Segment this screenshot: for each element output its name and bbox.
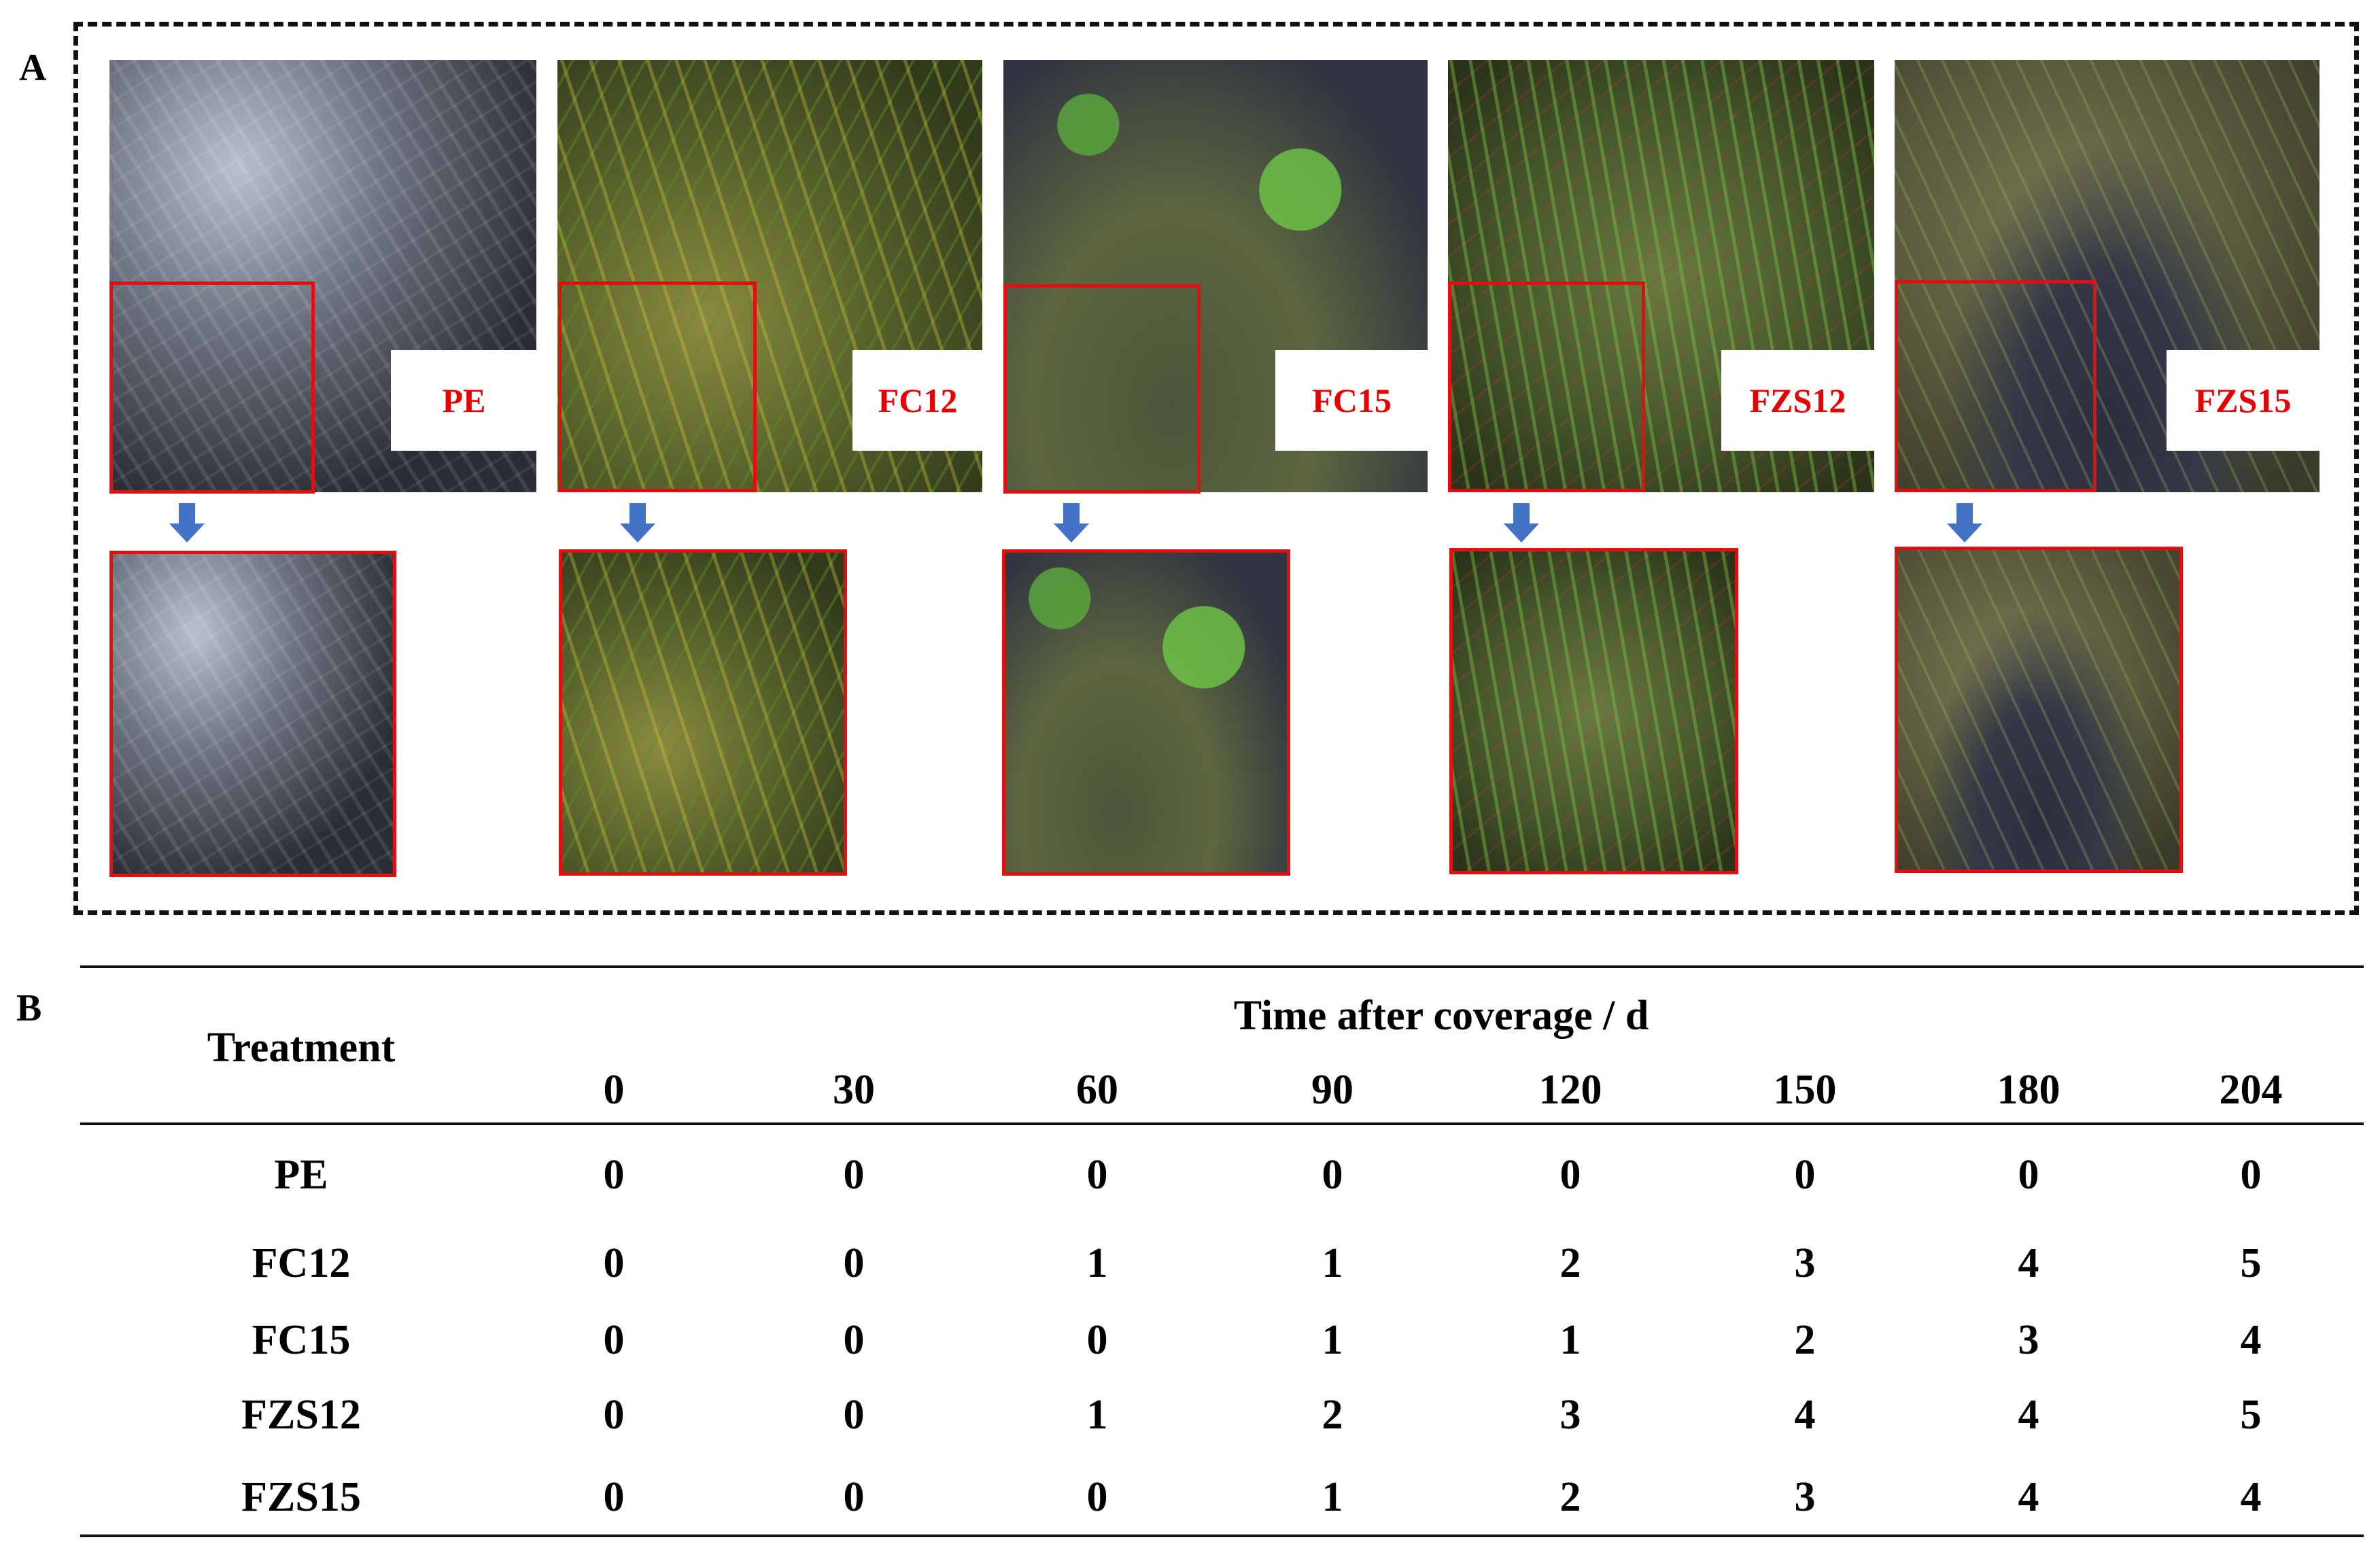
table-column-header: 60 xyxy=(1076,1067,1118,1113)
table-cell: 0 xyxy=(2240,1152,2262,1198)
table-column-header: 150 xyxy=(1773,1067,1837,1113)
table-cell: 3 xyxy=(1794,1474,1816,1520)
table-row-label: FZS12 xyxy=(241,1392,361,1438)
table-top-rule xyxy=(80,965,2364,968)
zoom-photo-fc12 xyxy=(559,549,847,876)
table-cell: 0 xyxy=(1794,1152,1816,1198)
table-cell: 1 xyxy=(1086,1240,1108,1286)
panel-label-a: A xyxy=(19,47,47,89)
table-row-label: FC15 xyxy=(252,1317,351,1363)
table-cell: 0 xyxy=(1086,1152,1108,1198)
photo-label-fc15: FC15 xyxy=(1275,350,1428,451)
arrow-down-icon xyxy=(620,503,655,543)
table-cell: 0 xyxy=(603,1152,625,1198)
zoom-box-fc15 xyxy=(1002,549,1290,876)
table-cell: 0 xyxy=(603,1474,625,1520)
table-cell: 0 xyxy=(603,1240,625,1286)
highlight-box-fzs15 xyxy=(1895,280,2097,492)
table-cell: 0 xyxy=(843,1240,865,1286)
table-column-header: 180 xyxy=(1997,1067,2060,1113)
table-cell: 0 xyxy=(603,1317,625,1363)
table-cell: 0 xyxy=(603,1392,625,1438)
table-cell: 3 xyxy=(1794,1240,1816,1286)
table-cell: 0 xyxy=(1086,1474,1108,1520)
table-cell: 2 xyxy=(1794,1317,1816,1363)
table-row-label: PE xyxy=(274,1152,328,1198)
photo-label-fc12: FC12 xyxy=(852,350,983,451)
table-row-label: FC12 xyxy=(252,1240,351,1286)
table-cell: 2 xyxy=(1559,1240,1581,1286)
table-cell: 0 xyxy=(843,1317,865,1363)
panel-a-dashed-frame xyxy=(73,22,2359,915)
table-cell: 2 xyxy=(1322,1392,1343,1438)
table-row-header: Treatment xyxy=(207,1025,396,1071)
table-cell: 1 xyxy=(1086,1392,1108,1438)
table-cell: 4 xyxy=(2018,1474,2039,1520)
table-cell: 5 xyxy=(2240,1392,2262,1438)
table-cell: 5 xyxy=(2240,1240,2262,1286)
photo-fc15 xyxy=(1003,60,1428,492)
arrow-down-icon xyxy=(1504,503,1539,543)
arrow-down-icon xyxy=(1054,503,1089,543)
table-cell: 3 xyxy=(1559,1392,1581,1438)
table-cell: 4 xyxy=(2240,1474,2262,1520)
photo-label-fzs15: FZS15 xyxy=(2167,350,2319,451)
table-cell: 1 xyxy=(1322,1474,1343,1520)
zoom-photo-fc15 xyxy=(1002,549,1290,876)
table-column-header: 0 xyxy=(603,1067,625,1113)
table-cell: 4 xyxy=(2018,1392,2039,1438)
panel-label-b: B xyxy=(16,987,42,1029)
zoom-box-fzs12 xyxy=(1449,548,1738,874)
table-cell: 2 xyxy=(1559,1474,1581,1520)
zoom-box-fc12 xyxy=(559,549,847,876)
table-column-header: 204 xyxy=(2219,1067,2283,1113)
table-cell: 0 xyxy=(843,1152,865,1198)
highlight-box-fzs12 xyxy=(1448,281,1645,492)
arrow-down-icon xyxy=(1947,503,1982,543)
highlight-box-pe xyxy=(109,281,315,494)
table-group-header: Time after coverage / d xyxy=(1233,993,1649,1039)
table-header-rule xyxy=(80,1122,2364,1125)
table-cell: 0 xyxy=(1322,1152,1343,1198)
zoom-photo-fzs12 xyxy=(1449,548,1738,874)
table-cell: 0 xyxy=(1086,1317,1108,1363)
table-cell: 0 xyxy=(2018,1152,2039,1198)
table-cell: 4 xyxy=(1794,1392,1816,1438)
photo-label-pe: PE xyxy=(391,350,537,451)
highlight-box-fc15 xyxy=(1003,284,1201,494)
table-column-header: 30 xyxy=(833,1067,875,1113)
table-row-label: FZS15 xyxy=(241,1474,361,1520)
table-column-header: 90 xyxy=(1311,1067,1353,1113)
zoom-photo-pe xyxy=(109,551,396,877)
table-column-header: 120 xyxy=(1538,1067,1602,1113)
table-cell: 4 xyxy=(2240,1317,2262,1363)
table-cell: 0 xyxy=(1559,1152,1581,1198)
table-cell: 0 xyxy=(843,1474,865,1520)
photo-label-fzs12: FZS12 xyxy=(1721,350,1874,451)
table-cell: 1 xyxy=(1559,1317,1581,1363)
zoom-photo-fzs15 xyxy=(1895,547,2183,873)
table-cell: 3 xyxy=(2018,1317,2039,1363)
zoom-box-pe xyxy=(109,551,396,877)
zoom-box-fzs15 xyxy=(1895,547,2183,873)
highlight-box-fc12 xyxy=(558,281,757,492)
table-cell: 0 xyxy=(843,1392,865,1438)
table-bottom-rule xyxy=(80,1534,2364,1537)
table-cell: 1 xyxy=(1322,1240,1343,1286)
table-cell: 4 xyxy=(2018,1240,2039,1286)
arrow-down-icon xyxy=(169,503,205,543)
table-cell: 1 xyxy=(1322,1317,1343,1363)
